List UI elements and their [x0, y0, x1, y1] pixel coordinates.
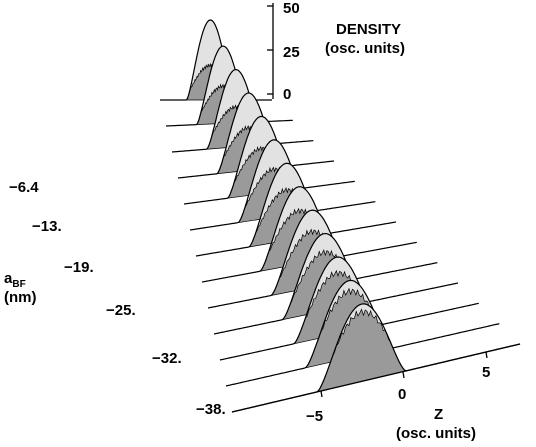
total-density-curve — [195, 162, 397, 257]
component-density-area — [231, 308, 521, 413]
a-bf-axis-label: aBF — [4, 270, 26, 290]
total-density-curve — [201, 186, 417, 283]
z-tick-5: 5 — [482, 364, 490, 381]
total-density-curve — [213, 232, 459, 335]
a-bf-axis: −6.4 −13. −19. −25. −32. −38. aBF (nm) — [4, 179, 226, 418]
total-density-curve — [189, 139, 376, 231]
a-bf-tick-1: −6.4 — [9, 179, 39, 196]
density-axis-unit: (osc. units) — [325, 40, 405, 57]
a-bf-axis-unit: (nm) — [4, 289, 37, 306]
z-axis: −5 0 5 Z (osc. units) — [231, 343, 521, 442]
z-axis-unit: (osc. units) — [396, 425, 476, 442]
density-slice — [231, 303, 521, 413]
z-axis-line — [231, 343, 521, 413]
total-density-curve — [166, 45, 293, 127]
a-bf-tick-2: −13. — [32, 218, 62, 235]
total-density-curve — [225, 279, 500, 387]
density-slices — [160, 19, 521, 413]
a-bf-tick-5: −32. — [152, 350, 182, 367]
total-density-curve — [183, 115, 355, 205]
z-tick-5-mark — [485, 351, 488, 359]
z-tick-minus5: −5 — [306, 408, 323, 425]
a-bf-tick-3: −19. — [64, 259, 94, 276]
z-tick-0: 0 — [398, 386, 406, 403]
z-axis-label: Z — [434, 406, 443, 423]
z-tick-minus5-mark — [320, 390, 323, 398]
density-axis-label: DENSITY — [336, 21, 401, 38]
density-tick-50: 50 — [283, 0, 300, 17]
density-tick-0: 0 — [283, 86, 291, 103]
density-tick-25: 25 — [283, 44, 300, 61]
a-bf-tick-4: −25. — [106, 302, 136, 319]
a-bf-tick-6: −38. — [196, 401, 226, 418]
total-density-curve — [219, 256, 479, 361]
z-tick-0-mark — [402, 371, 405, 379]
total-density-curve — [207, 209, 438, 309]
total-density-curve — [177, 92, 335, 179]
density-axis: 50 25 0 DENSITY (osc. units) — [267, 0, 405, 103]
total-density-curve — [171, 68, 314, 153]
